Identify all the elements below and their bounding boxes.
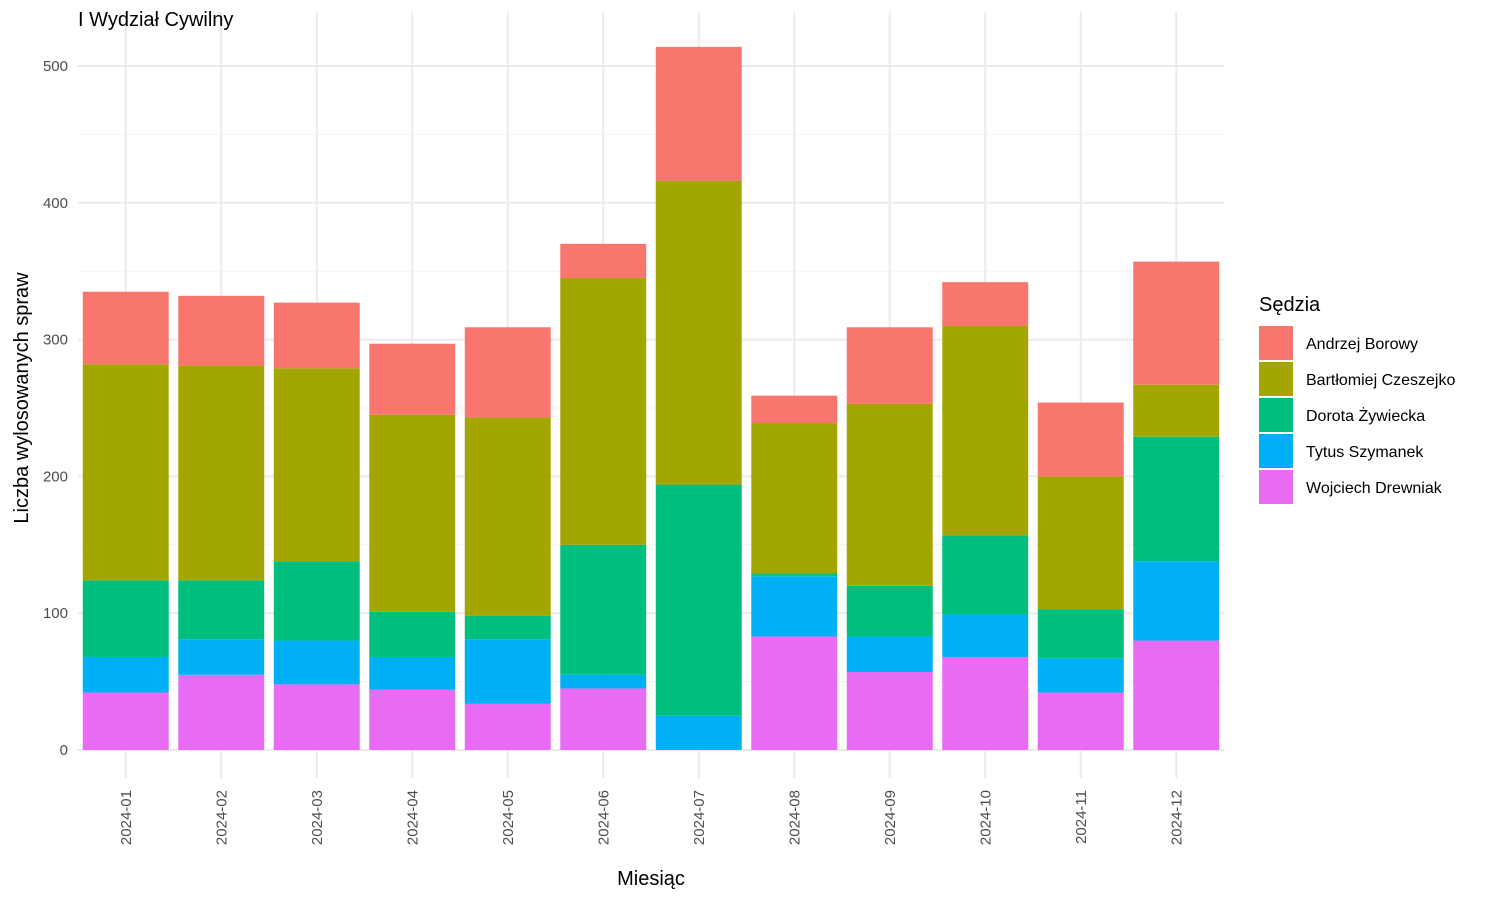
bar-segment bbox=[655, 715, 742, 750]
y-tick-label: 300 bbox=[43, 332, 68, 349]
bar-segment bbox=[846, 672, 933, 750]
bar-segment bbox=[751, 636, 838, 750]
bar-segment bbox=[1037, 658, 1124, 693]
y-axis-title: Liczba wylosowanych spraw bbox=[11, 272, 33, 524]
bar-segment bbox=[655, 180, 742, 485]
x-tick-label: 2024-12 bbox=[1168, 790, 1185, 845]
bar-segment bbox=[82, 291, 169, 365]
bar-segment bbox=[846, 585, 933, 637]
y-tick-label: 400 bbox=[43, 195, 68, 212]
bar-segment bbox=[751, 573, 838, 577]
bar-segment bbox=[1037, 609, 1124, 659]
axis-layer: 0 100 200 300 400 500 2024-01 2024-02 2024-03 202… bbox=[43, 58, 1185, 845]
bar-segment bbox=[464, 615, 551, 640]
bar-segment bbox=[369, 611, 456, 657]
x-tick-label: 2024-04 bbox=[404, 790, 421, 845]
y-tick-label: 200 bbox=[43, 468, 68, 485]
bar-segment bbox=[178, 674, 265, 750]
bar-segment bbox=[751, 576, 838, 637]
legend-key bbox=[1259, 398, 1293, 432]
bar-segment bbox=[1133, 436, 1220, 562]
legend-title: Sędzia bbox=[1259, 294, 1321, 316]
legend: Sędzia Andrzej Borowy Bartłomiej Czeszejk… bbox=[1259, 294, 1455, 504]
x-tick-label: 2024-10 bbox=[977, 790, 994, 845]
bar-segment bbox=[1037, 402, 1124, 477]
bar-segment bbox=[82, 656, 169, 693]
bar-segment bbox=[464, 417, 551, 616]
bar-segment bbox=[846, 636, 933, 673]
bar-segment bbox=[1037, 476, 1124, 610]
bar-segment bbox=[273, 561, 360, 641]
x-tick-label: 2024-03 bbox=[309, 790, 326, 845]
bar-segment bbox=[369, 656, 456, 690]
x-tick-label: 2024-08 bbox=[786, 790, 803, 845]
y-tick-label: 100 bbox=[43, 605, 68, 622]
bar-segment bbox=[1133, 640, 1220, 750]
x-tick-label: 2024-02 bbox=[213, 790, 230, 845]
y-tick-label: 500 bbox=[43, 58, 68, 75]
bar-segment bbox=[82, 692, 169, 750]
bar-segment bbox=[178, 365, 265, 581]
bar-segment bbox=[560, 674, 647, 689]
bar-segment bbox=[178, 295, 265, 366]
bar-segment bbox=[369, 689, 456, 750]
bar-segment bbox=[178, 639, 265, 675]
bar-segment bbox=[560, 278, 647, 545]
bar-segment bbox=[942, 614, 1029, 657]
bar-segment bbox=[1037, 692, 1124, 750]
legend-label: Dorota Żywiecka bbox=[1306, 406, 1425, 425]
bar-segment bbox=[942, 535, 1029, 615]
bar-segment bbox=[273, 368, 360, 562]
chart-title: I Wydział Cywilny bbox=[78, 9, 233, 31]
x-tick-label: 2024-11 bbox=[1073, 790, 1090, 844]
bar-segment bbox=[273, 302, 360, 369]
bar-segment bbox=[82, 580, 169, 657]
bar-segment bbox=[464, 327, 551, 418]
bar-segment bbox=[655, 46, 742, 181]
bar-segment bbox=[846, 327, 933, 404]
bar-segment bbox=[560, 243, 647, 279]
bar-segment bbox=[942, 656, 1029, 750]
bar-segment bbox=[655, 484, 742, 716]
bar-segment bbox=[178, 580, 265, 640]
bar-segment bbox=[560, 688, 647, 750]
y-tick-label: 0 bbox=[60, 742, 68, 759]
bar-segment bbox=[1133, 561, 1220, 641]
x-tick-label: 2024-06 bbox=[595, 790, 612, 845]
bar-segment bbox=[942, 282, 1029, 326]
bar-segment bbox=[560, 544, 647, 675]
legend-label: Wojciech Drewniak bbox=[1306, 480, 1443, 497]
bar-segment bbox=[464, 639, 551, 704]
bars-layer bbox=[82, 46, 1220, 750]
x-tick-label: 2024-01 bbox=[118, 790, 135, 845]
bar-segment bbox=[1133, 384, 1220, 437]
bar-segment bbox=[751, 395, 838, 424]
bar-segment bbox=[369, 414, 456, 612]
bar-segment bbox=[464, 703, 551, 750]
legend-key bbox=[1259, 470, 1293, 504]
bar-segment bbox=[273, 684, 360, 750]
bar-segment bbox=[942, 325, 1029, 536]
x-tick-label: 2024-09 bbox=[882, 790, 899, 845]
bar-segment bbox=[751, 423, 838, 574]
legend-key bbox=[1259, 326, 1293, 360]
bar-segment bbox=[273, 640, 360, 685]
legend-label: Bartłomiej Czeszejko bbox=[1306, 372, 1455, 389]
legend-label: Andrzej Borowy bbox=[1306, 336, 1418, 353]
bar-segment bbox=[846, 403, 933, 586]
bar-segment bbox=[82, 364, 169, 581]
x-axis-title: Miesiąc bbox=[617, 868, 685, 890]
legend-key bbox=[1259, 434, 1293, 468]
bar-segment bbox=[369, 343, 456, 415]
legend-label: Tytus Szymanek bbox=[1306, 444, 1424, 461]
x-tick-label: 2024-05 bbox=[500, 790, 517, 845]
x-tick-label: 2024-07 bbox=[691, 790, 708, 845]
legend-key bbox=[1259, 362, 1293, 396]
bar-segment bbox=[1133, 261, 1220, 385]
